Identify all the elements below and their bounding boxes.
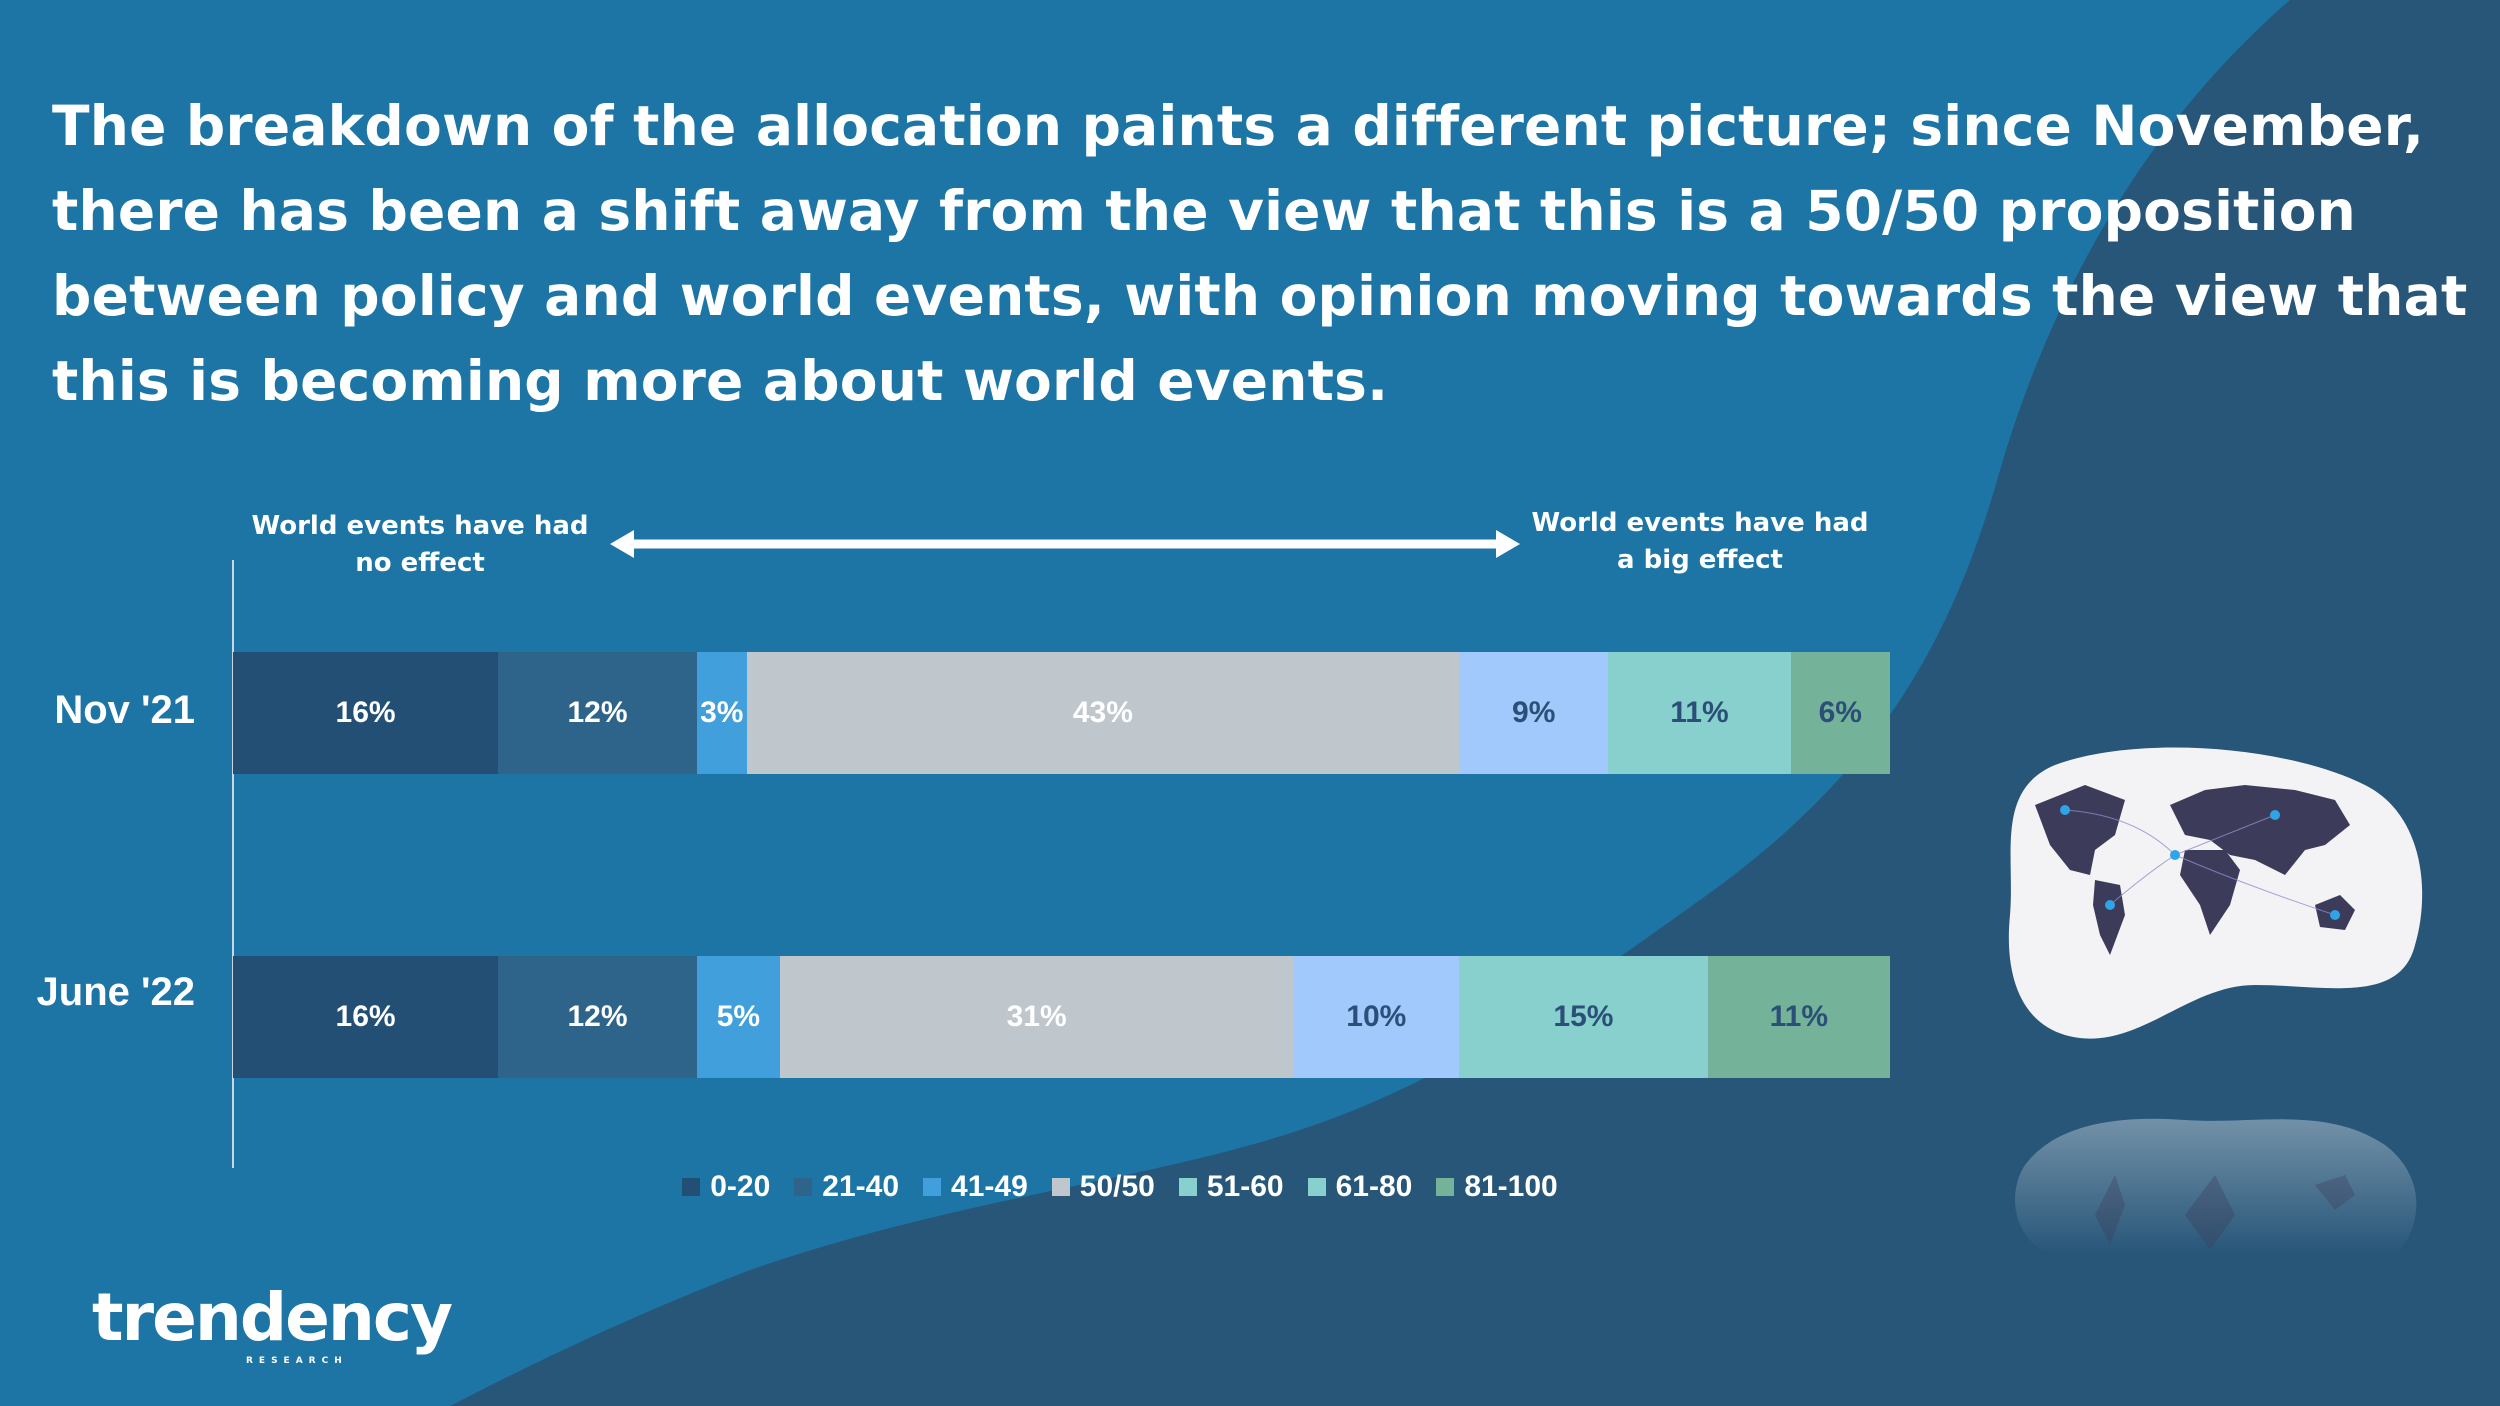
category-label: June '22 <box>36 970 195 1014</box>
scale-label-big-effect: World events have had a big effect <box>1531 508 1869 575</box>
data-label: 31% <box>1006 1000 1067 1033</box>
legend-label: 51-60 <box>1206 1170 1284 1203</box>
bar-segment: 6% <box>1790 652 1890 774</box>
legend-item: 81-100 <box>1436 1170 1558 1204</box>
bar-segment: 43% <box>746 652 1460 774</box>
data-label: 11% <box>1670 696 1729 729</box>
bar-segment: 12% <box>498 956 697 1078</box>
bar-segment: 5% <box>696 956 780 1078</box>
legend-swatch <box>1307 1178 1326 1196</box>
legend-item: 51-60 <box>1178 1170 1284 1204</box>
legend-swatch <box>1178 1178 1197 1196</box>
legend-label: 81-100 <box>1464 1170 1558 1203</box>
legend-item: 61-80 <box>1307 1170 1413 1204</box>
legend-label: 41-49 <box>951 1170 1028 1203</box>
data-label: 12% <box>567 1000 628 1033</box>
bar-segment: 11% <box>1707 956 1890 1078</box>
data-label: 3% <box>700 696 744 729</box>
data-label: 6% <box>1818 696 1862 729</box>
trendency-logo: trendency <box>92 1279 453 1356</box>
data-label: 15% <box>1553 1000 1614 1033</box>
legend-label: 0-20 <box>710 1170 771 1203</box>
data-label: 9% <box>1512 696 1556 729</box>
bar-segment: 10% <box>1293 956 1460 1078</box>
legend-label: 50/50 <box>1079 1170 1155 1203</box>
world-map-illustration <box>2008 747 2423 1255</box>
legend-item: 41-49 <box>923 1170 1028 1204</box>
legend-swatch <box>1436 1178 1455 1196</box>
headline: The breakdown of the allocation paints a… <box>52 94 2468 413</box>
double-arrow-icon <box>610 530 1520 558</box>
bar-segment: 3% <box>696 652 747 774</box>
data-label: 5% <box>716 1000 761 1033</box>
legend-swatch <box>794 1178 813 1196</box>
category-label: Nov '21 <box>54 688 195 732</box>
legend-item: 0-20 <box>682 1170 770 1204</box>
bar-segment: 11% <box>1608 652 1791 774</box>
bar-segment: 9% <box>1459 652 1609 774</box>
legend-label: 61-80 <box>1335 1170 1413 1203</box>
data-label: 16% <box>335 1000 396 1033</box>
bar-segment: 16% <box>233 956 499 1078</box>
legend-item: 21-40 <box>794 1170 899 1204</box>
bar-segment: 15% <box>1459 956 1708 1078</box>
bar-segment: 12% <box>498 652 697 774</box>
bar-segment: 16% <box>233 652 499 774</box>
data-label: 10% <box>1346 1000 1407 1033</box>
legend-swatch <box>682 1178 701 1196</box>
bar-segment: 31% <box>779 956 1294 1078</box>
data-label: 16% <box>335 696 396 729</box>
scale-label-no-effect: World events have had no effect <box>251 511 589 578</box>
category-axis-line <box>232 560 234 1168</box>
legend-item: 50/50 <box>1051 1170 1155 1204</box>
data-label: 11% <box>1769 1000 1829 1033</box>
legend-label: 21-40 <box>822 1170 900 1203</box>
legend-swatch <box>923 1178 942 1196</box>
data-label: 12% <box>567 696 628 729</box>
trendency-logo-subtitle: RESEARCH <box>246 1356 348 1366</box>
legend-swatch <box>1051 1178 1070 1196</box>
data-label: 43% <box>1072 696 1133 729</box>
chart-legend: 0-20 21-40 41-49 50/50 51-60 61-80 81-100 <box>0 1170 2100 1204</box>
